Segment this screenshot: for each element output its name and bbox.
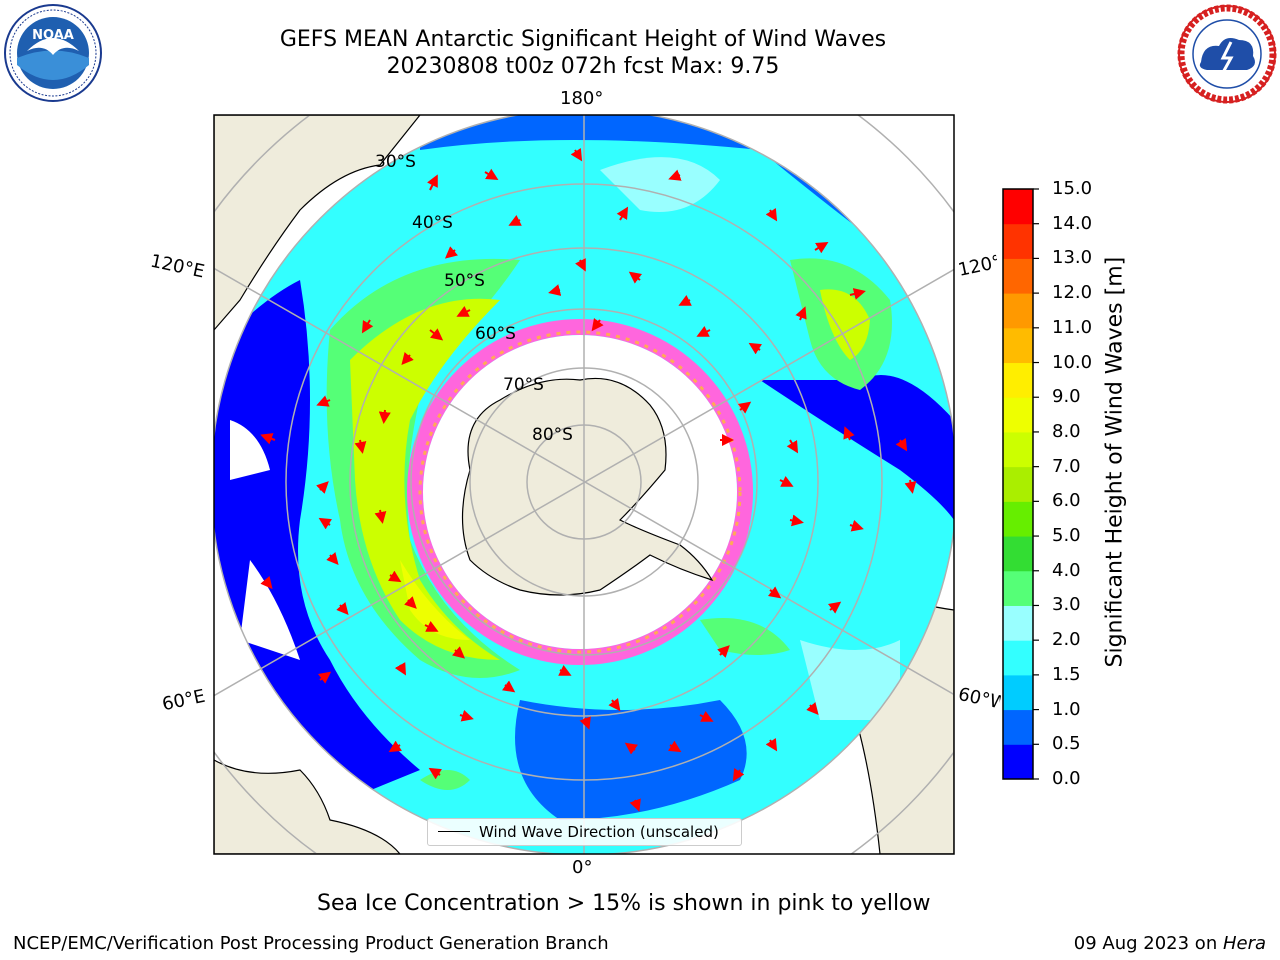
colorbar-label: Significant Height of Wind Waves [m] (1102, 256, 1128, 668)
colorbar-segment (1003, 293, 1033, 329)
footer-date: 09 Aug 2023 on Hera (1074, 933, 1266, 954)
colorbar-tick-label: 11.0 (1052, 316, 1093, 338)
map-legend: Wind Wave Direction (unscaled) (427, 818, 742, 846)
colorbar-tick-label: 3.0 (1052, 594, 1081, 616)
antarctica (461, 377, 714, 596)
colorbar-tick-label: 8.0 (1052, 420, 1081, 442)
colorbar-segment (1003, 223, 1033, 259)
colorbar-segment (1003, 397, 1033, 433)
legend-line-swatch (438, 831, 470, 832)
footer-date-text: 09 Aug 2023 on (1073, 933, 1223, 954)
legend-label: Wind Wave Direction (unscaled) (479, 823, 719, 841)
forecast-subtitle: 20230808 t00z 072h fcst Max: 9.75 (386, 54, 780, 79)
colorbar-segment (1003, 570, 1033, 606)
colorbar-segment (1003, 189, 1033, 225)
colorbar-tick-label: 1.5 (1052, 663, 1081, 685)
colorbar-tick-label: 4.0 (1052, 559, 1081, 581)
lat-label-30s: 30°S (375, 152, 416, 172)
map-frame (213, 114, 955, 855)
colorbar-tick-label: 10.0 (1052, 351, 1093, 373)
colorbar-tick-label: 9.0 (1052, 386, 1081, 408)
lat-label-70s: 70°S (503, 375, 544, 395)
lon-label-0: 0° (572, 857, 593, 878)
footer-host: Hera (1222, 933, 1266, 954)
colorbar-tick-label: 2.0 (1052, 629, 1081, 651)
nws-logo (1177, 4, 1277, 104)
lon-label-180: 180° (560, 88, 604, 109)
colorbar-segment (1003, 466, 1033, 502)
colorbar-segment (1003, 674, 1033, 711)
colorbar-segment (1003, 258, 1033, 294)
wave-direction-arrows (260, 148, 917, 812)
noaa-logo: NOAA (3, 3, 103, 103)
colorbar-segment (1003, 327, 1033, 364)
colorbar-tick-label: 14.0 (1052, 212, 1093, 234)
lat-label-50s: 50°S (444, 271, 485, 291)
map-title: GEFS MEAN Antarctic Significant Height o… (279, 27, 887, 52)
colorbar-tick-label: 12.0 (1052, 282, 1093, 304)
colorbar-segment (1003, 744, 1033, 780)
colorbar-tick-label: 0.5 (1052, 733, 1081, 755)
colorbar-segment (1003, 605, 1033, 641)
colorbar-segment (1003, 362, 1033, 398)
footer-branch: NCEP/EMC/Verification Post Processing Pr… (13, 933, 609, 954)
lat-label-40s: 40°S (412, 213, 453, 233)
sea-ice-edge (407, 319, 753, 665)
colorbar-tick-label: 15.0 (1052, 178, 1093, 199)
colorbar-segment (1003, 709, 1033, 745)
lat-label-80s: 80°S (532, 425, 573, 445)
colorbar (1003, 188, 1039, 780)
colorbar-segment (1003, 536, 1033, 572)
sea-ice-note: Sea Ice Concentration > 15% is shown in … (317, 891, 931, 916)
colorbar-tick-label: 6.0 (1052, 490, 1081, 512)
noaa-logo-text: NOAA (32, 28, 74, 43)
colorbar-segment (1003, 431, 1033, 468)
colorbar-tick-label: 1.0 (1052, 698, 1081, 720)
colorbar-segment (1003, 501, 1033, 537)
colorbar-tick-label: 0.0 (1052, 768, 1081, 789)
colorbar-tick-label: 13.0 (1052, 247, 1093, 269)
lat-label-60s: 60°S (475, 324, 516, 344)
colorbar-tick-label: 7.0 (1052, 455, 1081, 477)
colorbar-segment (1003, 640, 1033, 676)
colorbar-tick-label: 5.0 (1052, 525, 1081, 547)
